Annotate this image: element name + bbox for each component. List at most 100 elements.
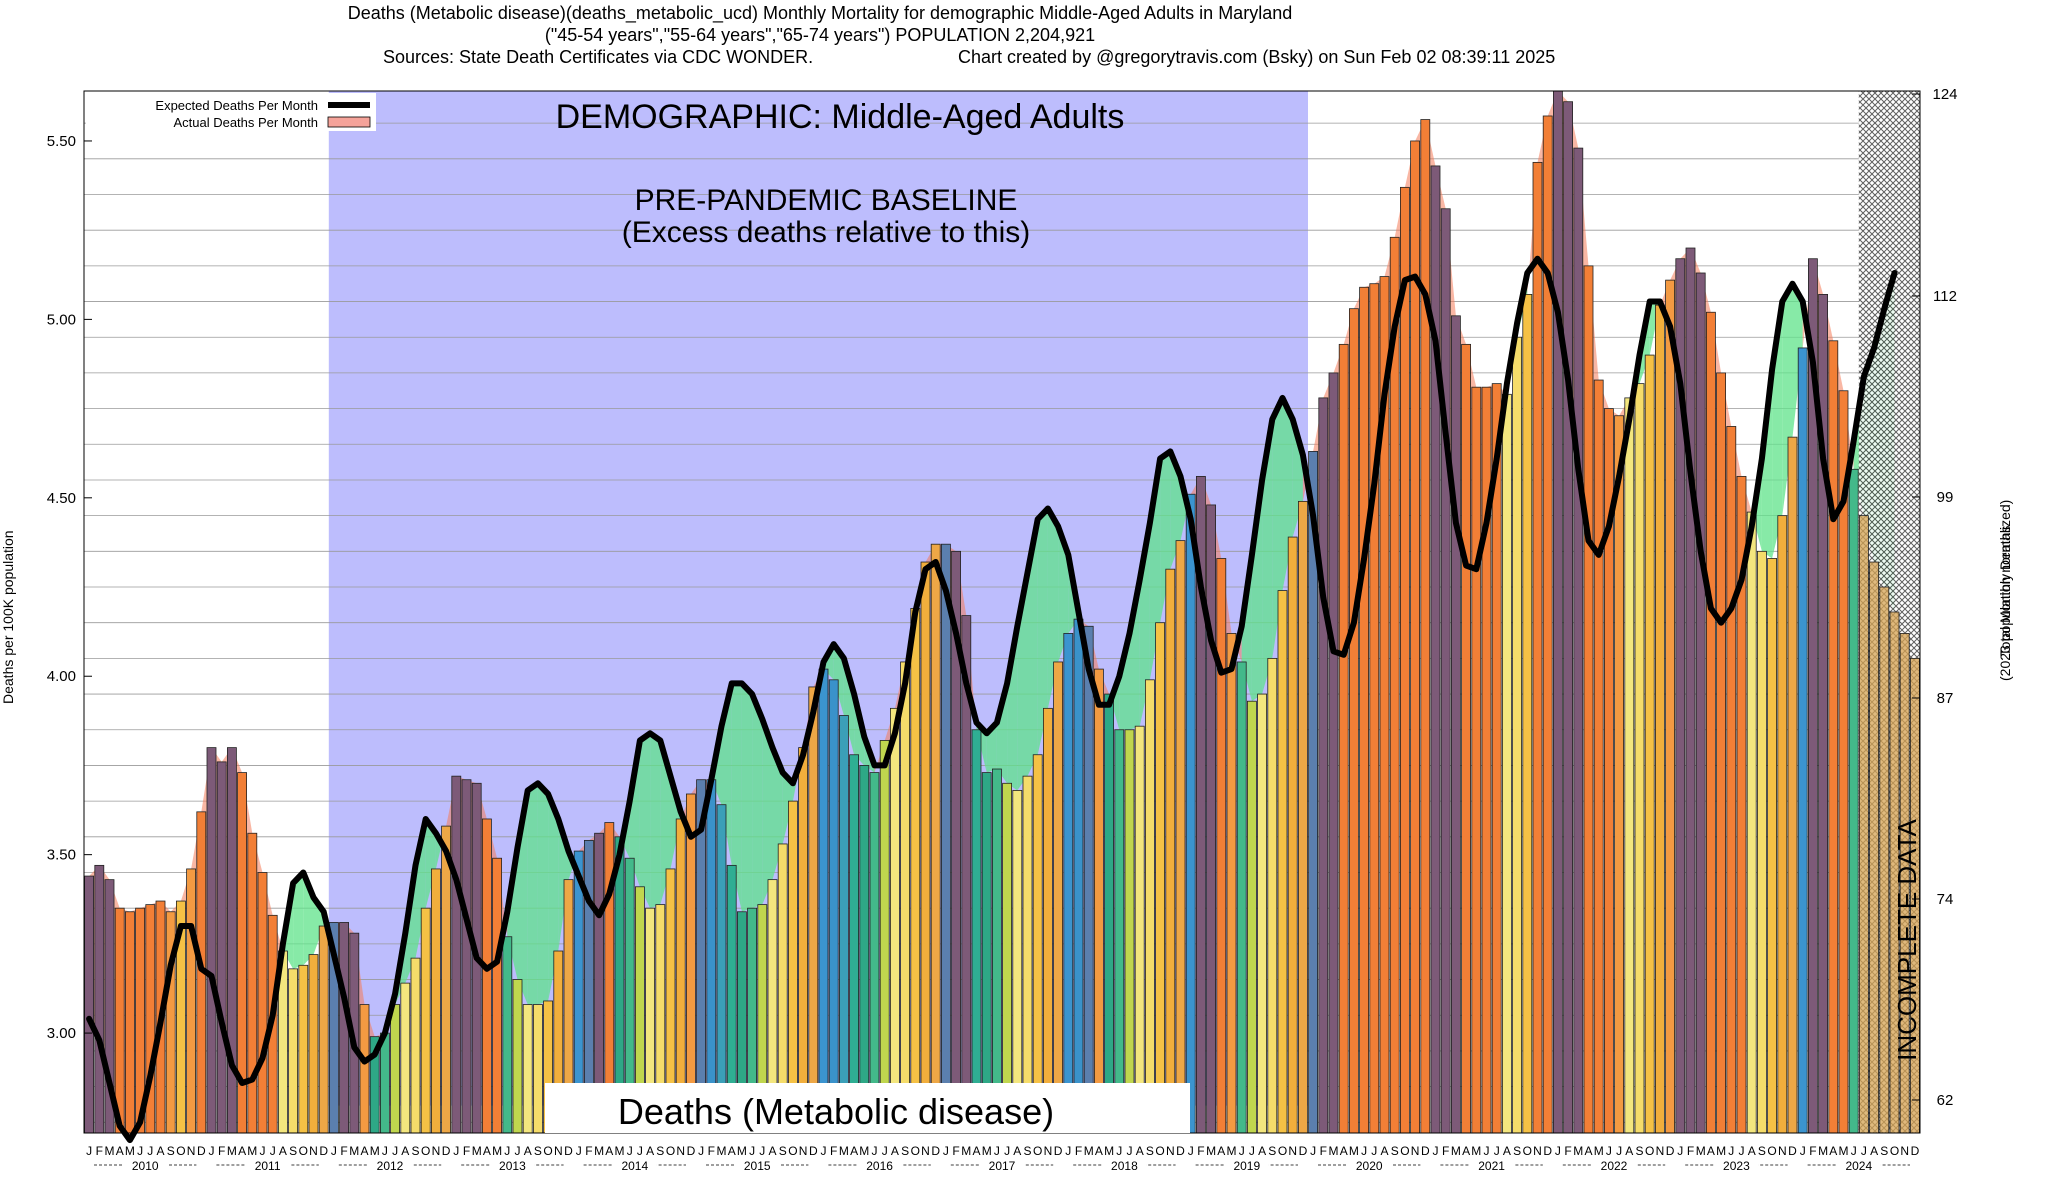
excess-area bbox=[1262, 419, 1273, 695]
x-month-label: M bbox=[370, 1144, 380, 1158]
excess-area bbox=[1058, 526, 1069, 662]
x-year-label: 2012 bbox=[377, 1159, 404, 1173]
x-month-label: A bbox=[360, 1144, 368, 1158]
y-tick-label: 4.50 bbox=[47, 490, 76, 507]
x-month-label: J bbox=[1371, 1144, 1377, 1158]
x-month-label: J bbox=[759, 1144, 765, 1158]
excess-area bbox=[425, 818, 436, 909]
bar bbox=[849, 754, 859, 1134]
x-month-label: M bbox=[1451, 1144, 1461, 1158]
y2-tick-label: 124 bbox=[1932, 86, 1957, 103]
excess-area bbox=[721, 683, 732, 866]
x-month-label: D bbox=[442, 1144, 451, 1158]
bar bbox=[1073, 618, 1084, 1134]
bar bbox=[298, 964, 309, 1134]
excess-area bbox=[527, 783, 538, 1005]
bar bbox=[1797, 347, 1808, 1134]
bar bbox=[1226, 633, 1237, 1134]
x-month-label: J bbox=[1239, 1144, 1245, 1158]
excess-area bbox=[1027, 519, 1038, 777]
excess-area bbox=[1170, 451, 1181, 570]
bar bbox=[1287, 536, 1298, 1134]
x-year-label: 2016 bbox=[866, 1159, 893, 1173]
excess-area bbox=[1007, 626, 1018, 791]
y-tick-label: 5.00 bbox=[47, 311, 76, 328]
x-month-label: A bbox=[891, 1144, 899, 1158]
bar bbox=[1032, 754, 1043, 1134]
x-month-label: F bbox=[1320, 1144, 1327, 1158]
bar bbox=[522, 1004, 533, 1134]
bar bbox=[216, 761, 227, 1134]
bar bbox=[1012, 790, 1023, 1134]
x-month-label: O bbox=[1890, 1144, 1899, 1158]
x-month-label: J bbox=[453, 1144, 459, 1158]
y-tick-label: 3.00 bbox=[47, 1025, 76, 1042]
x-month-label: N bbox=[676, 1144, 685, 1158]
x-month-label: D bbox=[1911, 1144, 1920, 1158]
x-month-label: J bbox=[392, 1144, 398, 1158]
x-month-label: O bbox=[176, 1144, 185, 1158]
x-month-label: M bbox=[247, 1144, 257, 1158]
bar bbox=[686, 793, 696, 1134]
bar bbox=[1420, 119, 1431, 1134]
excess-area bbox=[843, 658, 855, 755]
bar bbox=[1665, 279, 1675, 1134]
bar bbox=[1400, 186, 1410, 1134]
x-month-label: A bbox=[1870, 1144, 1878, 1158]
x-month-label: A bbox=[1584, 1144, 1592, 1158]
bar bbox=[451, 775, 462, 1134]
x-month-label: M bbox=[737, 1144, 747, 1158]
excess-area bbox=[548, 793, 559, 1001]
x-month-label: M bbox=[1471, 1144, 1481, 1158]
x-month-label: J bbox=[209, 1144, 215, 1158]
x-month-label: O bbox=[1278, 1144, 1287, 1158]
excess-area bbox=[731, 683, 742, 912]
x-year-label: 2014 bbox=[621, 1159, 648, 1173]
bar bbox=[1349, 308, 1359, 1134]
x-month-label: F bbox=[1809, 1144, 1816, 1158]
bar bbox=[1553, 90, 1563, 1134]
bar bbox=[1706, 311, 1716, 1134]
x-month-label: D bbox=[1788, 1144, 1797, 1158]
legend-swatch-actual bbox=[327, 116, 371, 128]
x-month-label: F bbox=[708, 1144, 715, 1158]
x-month-label: D bbox=[687, 1144, 696, 1158]
x-month-label: A bbox=[1380, 1144, 1388, 1158]
x-month-label: F bbox=[463, 1144, 470, 1158]
x-month-label: D bbox=[1421, 1144, 1430, 1158]
excess-area bbox=[741, 683, 753, 912]
x-month-label: O bbox=[1767, 1144, 1776, 1158]
x-month-label: J bbox=[872, 1144, 878, 1158]
bar bbox=[1716, 372, 1726, 1134]
bar bbox=[84, 875, 94, 1134]
bar bbox=[1369, 283, 1380, 1134]
x-month-label: J bbox=[1004, 1144, 1010, 1158]
bar bbox=[1512, 336, 1522, 1134]
bar bbox=[492, 857, 503, 1134]
bar bbox=[512, 979, 523, 1134]
y-tick-label: 3.50 bbox=[47, 847, 76, 864]
bar bbox=[1175, 540, 1186, 1134]
bar bbox=[359, 1004, 370, 1134]
credit-text: Chart created by @gregorytravis.com (Bsk… bbox=[958, 47, 1556, 67]
x-month-label: O bbox=[1523, 1144, 1532, 1158]
x-month-label: J bbox=[1188, 1144, 1194, 1158]
bar bbox=[1410, 140, 1420, 1134]
excess-area bbox=[1129, 579, 1140, 730]
x-month-label: A bbox=[1829, 1144, 1837, 1158]
bar bbox=[1593, 379, 1604, 1134]
x-month-label: N bbox=[1411, 1144, 1420, 1158]
x-month-label: A bbox=[972, 1144, 980, 1158]
x-year-label: 2010 bbox=[132, 1159, 159, 1173]
baseline-title: PRE-PANDEMIC BASELINE bbox=[635, 184, 1018, 217]
x-month-label: J bbox=[1127, 1144, 1133, 1158]
excess-area bbox=[1119, 633, 1130, 730]
bar bbox=[1257, 693, 1267, 1134]
x-month-label: J bbox=[1677, 1144, 1683, 1158]
bar bbox=[1104, 693, 1114, 1134]
x-month-label: J bbox=[504, 1144, 510, 1158]
x-month-label: A bbox=[1625, 1144, 1633, 1158]
bar bbox=[1247, 700, 1257, 1134]
x-month-label: A bbox=[1217, 1144, 1225, 1158]
x-month-label: A bbox=[401, 1144, 409, 1158]
